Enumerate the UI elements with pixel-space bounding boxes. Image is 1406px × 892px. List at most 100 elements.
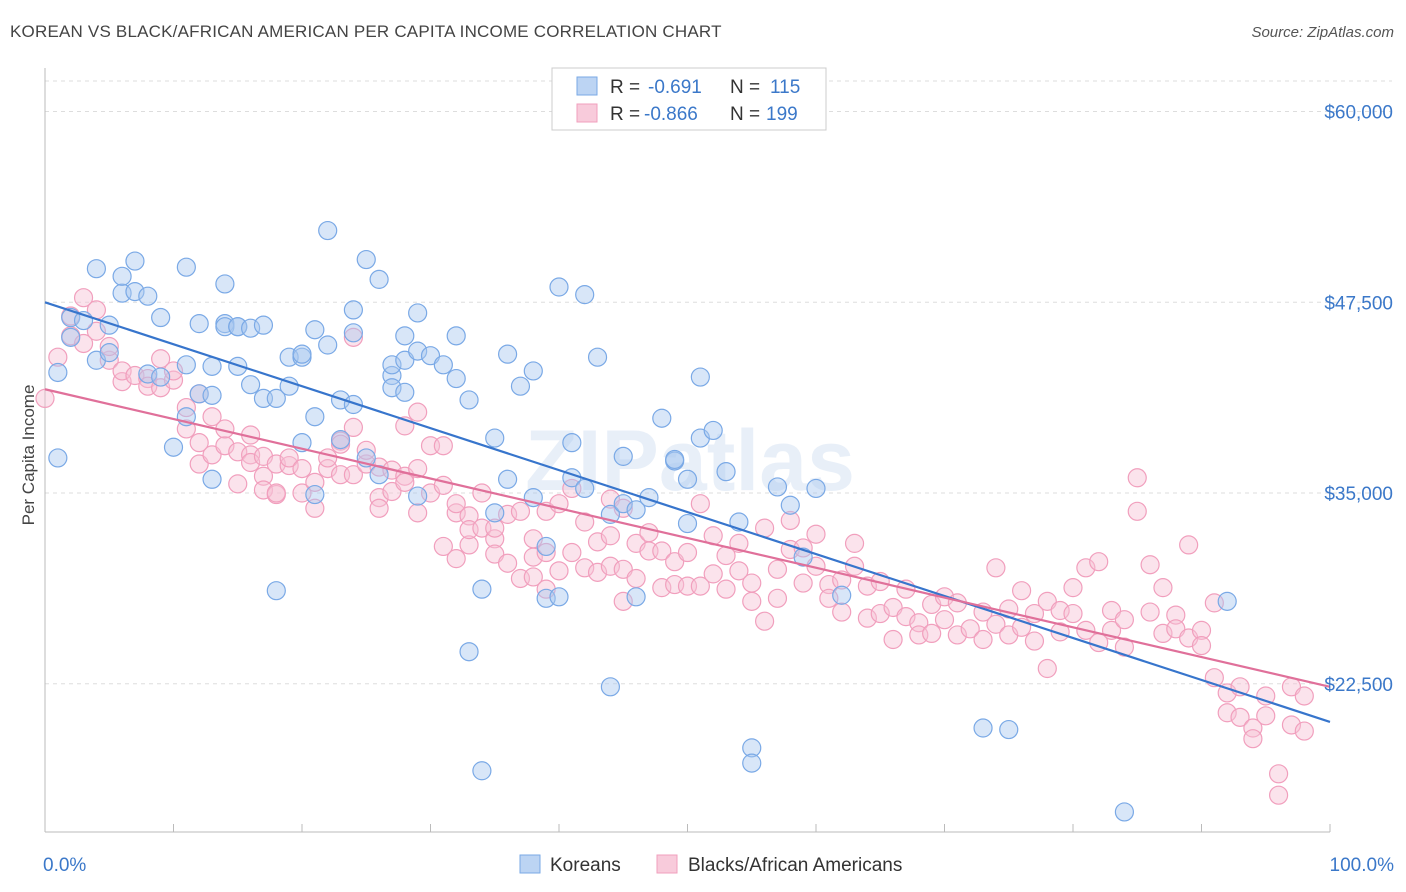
black-point [1127,501,1147,521]
black-point [523,547,543,567]
korean-point [472,761,492,781]
black-point [279,448,299,468]
black-point [1179,535,1199,555]
korean-point [318,335,338,355]
korean-point [613,446,633,466]
korean-point [549,587,569,607]
blacks-trend-line [44,388,1331,688]
korean-point [1217,591,1237,611]
korean-point [241,375,261,395]
black-point [986,558,1006,578]
korean-point [202,356,222,376]
black-point [1294,721,1314,741]
black-point [1256,706,1276,726]
chart-title: KOREAN VS BLACK/AFRICAN AMERICAN PER CAP… [10,22,722,41]
legend-koreans-swatch [519,854,541,874]
korean-point [626,587,646,607]
black-point [1037,658,1057,679]
korean-point [305,484,325,505]
chart-source: Source: ZipAtlas.com [1251,24,1394,41]
black-point [1166,605,1186,625]
y-tick-label: $35,000 [1324,484,1393,505]
black-point [1243,718,1263,738]
black-point [253,466,274,486]
black-point [986,614,1006,634]
black-point [523,567,543,587]
korean-point [86,259,107,279]
black-point [767,588,788,608]
black-point [883,629,903,650]
korean-point [382,355,402,375]
korean-point [343,323,363,343]
black-point [408,402,428,422]
korean-point [472,579,492,599]
legend-koreans-label: Koreans [550,855,621,876]
black-point [48,347,68,367]
x-tick-label: 100.0% [1330,855,1395,876]
black-point [575,558,595,578]
black-point [1191,620,1212,640]
korean-point [793,547,813,567]
korean-point [99,343,119,363]
black-point [510,501,531,521]
black-point [343,465,363,485]
korean-point [318,220,338,241]
korean-point [806,478,826,499]
black-point [767,559,788,579]
korean-point [151,307,171,328]
koreans-n-value: 115 [770,77,800,98]
korean-point [125,281,145,302]
koreans-trend-line [44,301,1331,723]
korean-point [202,385,222,405]
black-point [446,494,466,514]
korean-point [163,437,184,457]
y-tick-label: $47,500 [1324,293,1393,314]
series-koreans [48,220,1237,822]
black-point [1024,631,1045,651]
black-point [73,288,94,308]
korean-point [125,251,145,271]
korean-point [523,361,543,381]
korean-point [343,300,363,320]
korean-point [408,303,428,323]
black-point [408,503,428,523]
black-point [305,498,325,518]
y-tick-label: $60,000 [1324,103,1393,124]
korean-point [587,347,608,367]
black-point [639,523,659,543]
black-point [408,459,428,479]
korean-point [1114,802,1135,822]
korean-point [575,478,595,499]
black-point [742,591,762,611]
korean-point [498,344,518,364]
korean-point [536,536,556,557]
korean-point [510,376,531,396]
korean-point [999,719,1019,740]
black-point [1063,578,1083,598]
black-point [973,629,993,650]
black-point [1011,581,1032,601]
black-point [1153,623,1173,644]
black-point [600,526,621,546]
black-point [498,553,518,573]
korean-point [459,642,479,662]
korean-point [485,428,505,448]
black-point [369,498,389,518]
axes [44,68,1331,833]
korean-point [626,500,646,520]
black-point [780,510,800,531]
blacks-n-value: 199 [766,104,798,125]
black-point [677,542,698,563]
black-point [1140,602,1160,622]
korean-point [832,585,852,605]
black-point [806,524,826,544]
black-point [690,576,710,596]
korean-point [305,407,325,427]
black-point [228,474,248,494]
korean-point [202,469,222,489]
black-point [819,574,839,595]
black-point [433,436,453,456]
black-point [575,512,595,532]
korean-point [305,320,325,340]
